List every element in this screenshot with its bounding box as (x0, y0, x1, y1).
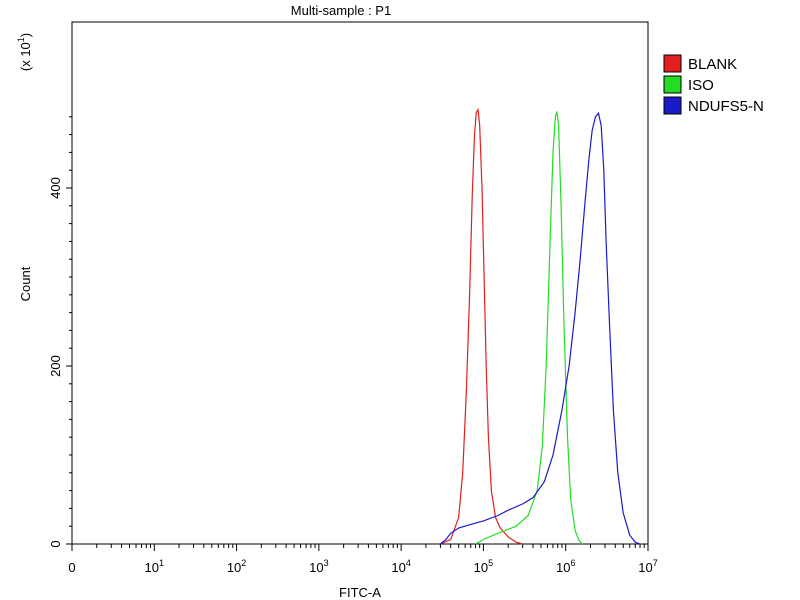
y-axis-label: Count (18, 266, 33, 301)
x-tick-label: 104 (391, 558, 410, 575)
x-tick-label: 0 (68, 560, 75, 575)
x-tick-label: 102 (227, 558, 246, 575)
x-tick-label: 105 (474, 558, 493, 575)
y-axis: 0 200 400 (48, 116, 72, 548)
legend-swatch (663, 75, 682, 94)
legend-label: NDUFS5-N (688, 98, 764, 115)
series-line-blank (440, 107, 523, 545)
y-multiplier-exp: 1 (16, 37, 26, 42)
x-tick-label: 107 (638, 558, 657, 575)
legend: BLANK ISO NDUFS5-N (663, 54, 764, 115)
legend-label: ISO (688, 77, 714, 94)
x-axis: 0 101 102 103 104 105 106 107 (68, 544, 658, 575)
x-tick-label: 101 (145, 558, 164, 575)
y-tick-label: 200 (48, 355, 63, 377)
y-multiplier-label: (x 101) (16, 33, 33, 71)
y-tick-label: 400 (48, 177, 63, 199)
chart-title: Multi-sample : P1 (291, 3, 391, 18)
svg-text:(x 101): (x 101) (16, 33, 33, 71)
x-axis-label: FITC-A (339, 585, 381, 600)
series-line-iso (475, 111, 583, 545)
legend-swatch (663, 54, 682, 73)
x-tick-label: 103 (309, 558, 328, 575)
legend-label: BLANK (688, 56, 737, 73)
y-tick-label: 0 (48, 540, 63, 547)
series-line-ndufs5-n (440, 111, 641, 545)
series-layer (440, 107, 641, 545)
x-tick-label: 106 (556, 558, 575, 575)
legend-swatch (663, 96, 682, 115)
y-multiplier-text: (x 10 (18, 42, 33, 71)
plot-area (71, 21, 649, 545)
